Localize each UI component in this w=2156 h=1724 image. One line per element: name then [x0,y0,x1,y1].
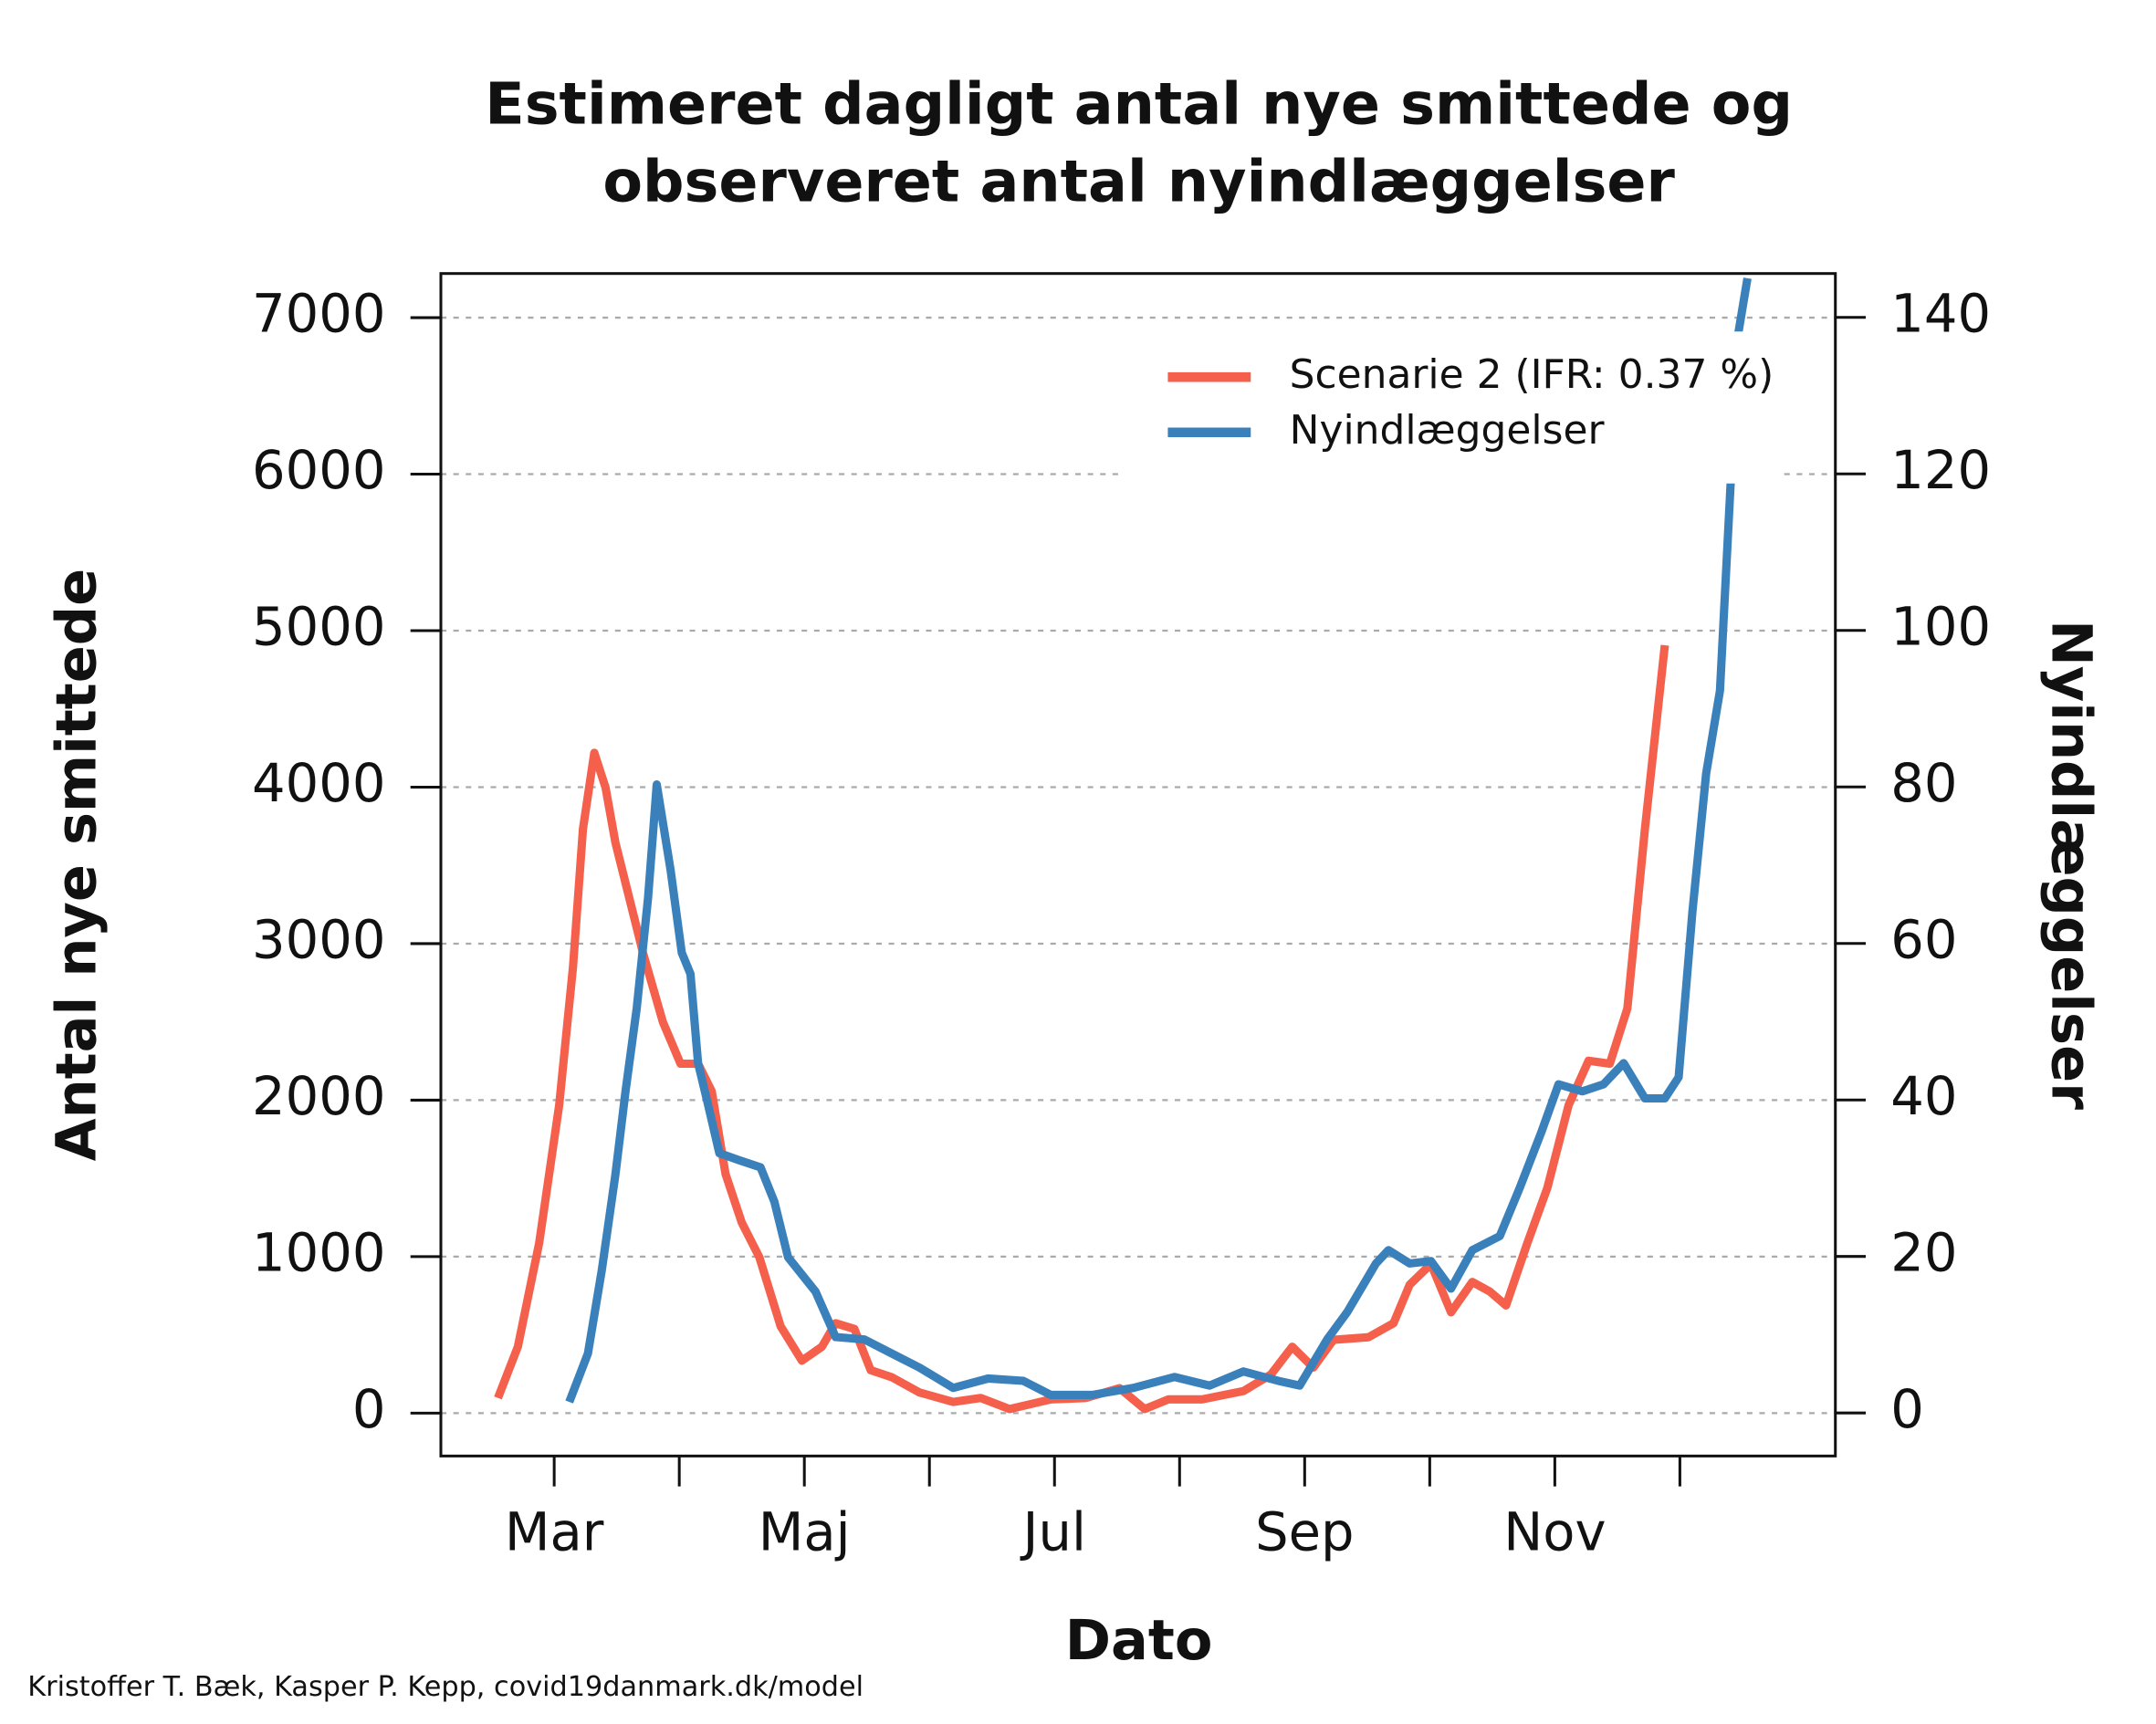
y2-tick-label: 20 [1890,1222,1957,1283]
y-tick-label: 5000 [252,597,385,658]
y-tick-label: 6000 [252,440,385,501]
y-tick-label: 1000 [252,1223,385,1284]
y2-tick-label: 100 [1890,596,1991,657]
x-tick-label: Maj [759,1502,851,1563]
y-tick-label: 4000 [252,753,385,814]
y2-tick-label: 120 [1890,440,1991,501]
legend-label: Scenarie 2 (IFR: 0.37 %) [1290,351,1774,398]
y2-tick-label: 60 [1890,909,1957,970]
y-tick-label: 2000 [252,1066,385,1127]
chart-title: Estimeret dagligt antal nye smittede og [485,70,1793,138]
x-tick-label: Mar [505,1502,604,1563]
y2-axis-title: Nyindlæggelser [2038,620,2102,1110]
plot-frame [439,272,1837,1458]
credit: Kristoffer T. Bæk, Kasper P. Kepp, covid… [27,1671,863,1703]
y-tick-label: 3000 [252,910,385,971]
legend-label: Nyindlæggelser [1290,407,1606,454]
y-tick-label: 0 [352,1379,386,1440]
y2-tick-label: 40 [1890,1066,1957,1127]
x-tick-label: Jul [1020,1502,1086,1563]
y2-tick-label: 80 [1890,753,1957,814]
x-axis-title: Dato [1065,1609,1213,1673]
y2-tick-label: 0 [1890,1379,1924,1440]
x-tick-label: Sep [1255,1502,1354,1563]
legend-box [1119,331,1784,484]
y-tick-label: 7000 [252,284,385,345]
x-tick-label: Nov [1503,1502,1606,1563]
chart-title: observeret antal nyindlæggelser [602,147,1675,214]
y2-tick-label: 140 [1890,283,1991,344]
legend: Scenarie 2 (IFR: 0.37 %) Nyindlæggelser [1119,331,1784,484]
y-axis-title: Antal nye smittede [45,569,109,1161]
series-line [494,644,1669,1414]
series-line [565,277,1752,1404]
